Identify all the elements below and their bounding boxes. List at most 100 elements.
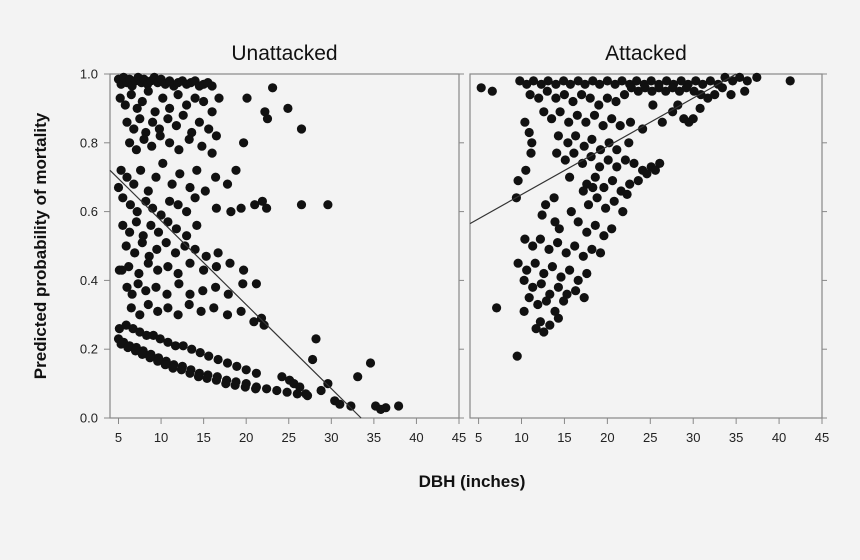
data-point — [135, 310, 145, 320]
x-axis-unattacked: 5 10 15 20 25 30 35 40 45 — [115, 418, 466, 445]
data-point — [262, 203, 272, 213]
data-point — [185, 368, 195, 378]
data-point — [632, 76, 642, 86]
data-point — [583, 200, 594, 210]
data-point — [187, 344, 197, 354]
data-point — [118, 193, 128, 203]
data-point — [681, 83, 692, 93]
trend-line-unattacked — [109, 169, 362, 419]
data-point — [565, 172, 575, 182]
data-point — [595, 162, 605, 172]
data-point — [211, 131, 221, 141]
data-point — [311, 334, 321, 344]
data-point — [193, 372, 204, 382]
data-point — [170, 341, 181, 351]
data-point — [520, 117, 530, 127]
x-tick-label: 40 — [772, 430, 786, 445]
data-point — [260, 107, 270, 117]
data-point — [594, 100, 604, 110]
data-point — [752, 72, 762, 82]
data-point — [316, 385, 326, 396]
data-point — [143, 86, 153, 96]
data-point — [519, 306, 529, 316]
x-tick-label: 45 — [815, 430, 829, 445]
data-point — [141, 196, 151, 206]
data-point — [173, 268, 183, 279]
data-point — [553, 282, 564, 292]
data-point — [138, 231, 148, 241]
data-point — [211, 262, 221, 272]
data-point — [553, 313, 564, 323]
data-point — [207, 107, 217, 117]
scatter-points-attacked — [476, 72, 795, 361]
data-point — [662, 76, 672, 86]
data-point — [259, 320, 269, 330]
data-point — [115, 93, 125, 103]
data-point — [178, 110, 188, 120]
data-point — [539, 268, 549, 279]
data-point — [178, 341, 188, 351]
x-tick-label: 30 — [324, 430, 338, 445]
data-point — [192, 165, 202, 175]
x-tick-label: 25 — [282, 430, 296, 445]
data-point — [137, 349, 147, 359]
data-point — [559, 296, 569, 306]
x-tick-label: 30 — [686, 430, 700, 445]
data-point — [197, 141, 207, 151]
data-point — [674, 86, 685, 96]
data-point — [147, 141, 157, 151]
data-point — [129, 179, 139, 189]
data-point — [553, 238, 563, 248]
data-point — [139, 134, 149, 144]
data-point — [564, 117, 574, 127]
data-point — [524, 293, 534, 303]
data-point — [131, 217, 141, 227]
data-point — [537, 210, 547, 220]
data-point — [536, 279, 546, 289]
data-point — [122, 282, 132, 292]
data-point — [604, 138, 614, 148]
y-axis-title: Predicted probability of mortality — [31, 112, 50, 379]
plot-frame-attacked — [469, 73, 823, 419]
data-point — [116, 339, 126, 349]
data-point — [580, 79, 590, 89]
data-point — [550, 306, 560, 316]
data-point — [601, 203, 611, 213]
data-point — [153, 265, 163, 275]
data-point — [190, 93, 200, 103]
data-point — [615, 121, 625, 131]
data-point — [123, 342, 133, 353]
data-point — [335, 399, 345, 409]
data-point — [519, 275, 529, 285]
data-point — [541, 200, 551, 210]
data-point — [549, 193, 559, 203]
data-point — [204, 124, 214, 134]
data-point — [242, 93, 252, 103]
data-point — [534, 93, 544, 103]
data-point — [292, 389, 302, 399]
data-point — [513, 258, 523, 268]
data-point — [141, 286, 151, 296]
data-point — [560, 155, 570, 165]
data-point — [156, 210, 166, 220]
data-point — [135, 114, 145, 124]
data-point — [691, 76, 701, 86]
data-point — [539, 107, 549, 117]
data-point — [239, 265, 249, 275]
data-point — [163, 337, 173, 347]
data-point — [726, 90, 736, 100]
data-point — [171, 121, 181, 131]
data-point — [547, 114, 557, 124]
data-point — [127, 289, 137, 299]
data-point — [163, 114, 173, 124]
data-point — [556, 272, 566, 282]
data-point — [552, 148, 562, 158]
data-point — [624, 138, 634, 148]
data-point — [550, 217, 560, 227]
data-point — [226, 207, 236, 217]
data-point — [562, 289, 572, 299]
data-point — [476, 83, 486, 93]
data-point — [571, 286, 581, 296]
data-point — [573, 217, 583, 227]
data-point — [531, 324, 541, 334]
